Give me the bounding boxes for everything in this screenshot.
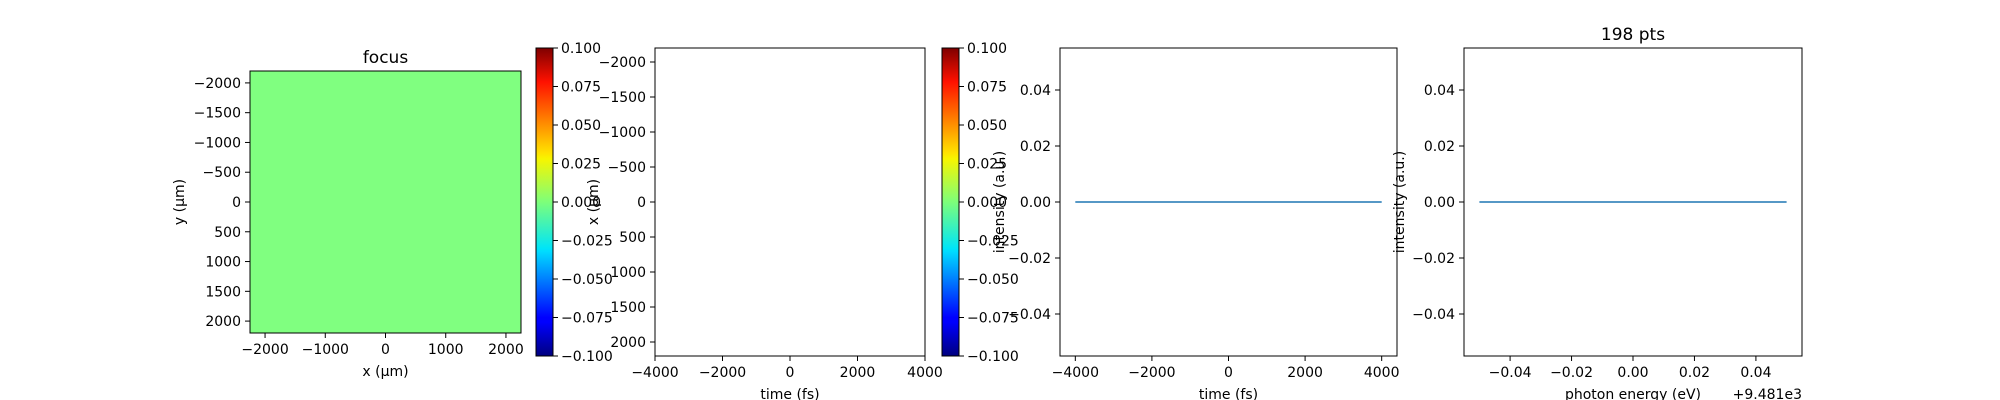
panel-spectrum: −0.04 −0.02 0.00 0.02 0.04 −0.04 −0.02 0.00 0.02… (1392, 25, 1803, 400)
x-tick-label: 4000 (1364, 365, 1400, 381)
panel-time-line: −4000 −2000 0 2000 4000 −0.04 −0.02 0.00 0.02 0.0… (1008, 47, 1400, 400)
y-tick-label: 2000 (205, 314, 241, 330)
x-axis-label: time (fs) (760, 387, 819, 400)
x-tick-label: −2000 (699, 365, 746, 381)
colorbar-tick-label: 0.075 (967, 80, 1007, 96)
x-offset-label: +9.481e3 (1733, 387, 1802, 400)
y-tick-label: 0.02 (1020, 139, 1051, 155)
colorbar-tick-label: −0.025 (561, 234, 613, 250)
colorbar-tick-label: 0.000 (967, 195, 1007, 211)
y-tick-label: 500 (214, 225, 241, 241)
x-tick-label: 1000 (428, 342, 464, 358)
y-tick-label: 0 (232, 195, 241, 211)
heatmap-field (250, 71, 521, 333)
colorbar-tick-label: 0.025 (561, 157, 601, 173)
panel-focus: −2000 −1000 0 1000 2000−2000−1500−1000−50005… (172, 48, 524, 380)
y-tick-label: −0.04 (1008, 307, 1051, 323)
x-tick-label: −1000 (302, 342, 349, 358)
colorbar-tick-label: 0.075 (561, 80, 601, 96)
panel-time-map: −4000 −2000 0 2000 4000 −2000 −1500 −1000 −500 0 5… (599, 47, 943, 400)
colorbar-tick-label: 0.000 (561, 195, 601, 211)
y-tick-label: −0.04 (1412, 307, 1455, 323)
x-tick-label: 0 (381, 342, 390, 358)
x-tick-label: −4000 (631, 365, 678, 381)
y-tick-label: 0.02 (1424, 139, 1455, 155)
x-tick-label: 0 (786, 365, 795, 381)
y-tick-label: −0.02 (1412, 251, 1455, 267)
x-axis-label: photon energy (eV) (1565, 387, 1701, 400)
y-tick-label: −1000 (599, 125, 646, 141)
colorbar-tick-label: −0.100 (561, 349, 613, 365)
x-tick-label: 2000 (840, 365, 876, 381)
colorbar-tick-label: 0.025 (967, 157, 1007, 173)
x-tick-label: −2000 (241, 342, 288, 358)
colorbar-tick-label: 0.050 (967, 118, 1007, 134)
y-tick-label: 1000 (205, 255, 241, 271)
x-tick-label: −0.02 (1550, 365, 1593, 381)
colorbar-tick-label: −0.075 (967, 311, 1019, 327)
x-tick-label: 2000 (488, 342, 524, 358)
y-tick-label: −500 (203, 165, 241, 181)
y-tick-label: −1000 (194, 135, 241, 151)
colorbar-2: −0.100 −0.075 −0.050 −0.025 0.000 0.025 0.050 0… (941, 41, 1019, 365)
colorbar-1: −0.100 −0.075 −0.050 −0.025 0.000 0.025 0.050 0… (535, 41, 613, 365)
x-tick-label: 2000 (1287, 365, 1323, 381)
colorbar-tick-label: −0.025 (967, 234, 1019, 250)
colorbar-label: intensity (a.u.) (992, 151, 1008, 253)
colorbar-tick-label: −0.050 (967, 272, 1019, 288)
colorbar-label: x (μm) (586, 179, 602, 225)
colorbar-tick-label: −0.050 (561, 272, 613, 288)
colorbar-tick-label: 0.100 (561, 41, 601, 57)
y-tick-label: 1500 (610, 300, 646, 316)
x-tick-label: 4000 (907, 365, 943, 381)
y-axis-label: y (μm) (172, 179, 188, 225)
x-axis-label: time (fs) (1199, 387, 1258, 400)
colorbar-gradient (535, 47, 554, 357)
chart-title: focus (363, 48, 409, 68)
y-tick-label: 0.04 (1020, 83, 1051, 99)
x-axis-label: x (μm) (362, 364, 408, 380)
y-tick-label: 1500 (205, 284, 241, 300)
x-tick-label: 0 (1224, 365, 1233, 381)
y-tick-label: 0.04 (1424, 83, 1455, 99)
x-tick-label: 0.02 (1679, 365, 1710, 381)
colorbar-tick-label: −0.100 (967, 349, 1019, 365)
x-tick-label: −4000 (1052, 365, 1099, 381)
y-tick-label: 0.00 (1020, 195, 1051, 211)
y-tick-label: −1500 (194, 106, 241, 122)
y-tick-label: −2000 (599, 55, 646, 71)
colorbar-gradient (941, 47, 960, 357)
colorbar-tick-label: 0.050 (561, 118, 601, 134)
y-tick-label: −1500 (599, 90, 646, 106)
y-tick-label: −2000 (194, 76, 241, 92)
y-axis-label: intensity (a.u.) (1392, 151, 1408, 253)
heatmap-field (655, 48, 925, 356)
x-tick-label: 0.00 (1617, 365, 1648, 381)
y-tick-label: −0.02 (1008, 251, 1051, 267)
y-tick-label: −500 (608, 160, 646, 176)
x-tick-label: −0.04 (1489, 365, 1532, 381)
y-tick-label: 1000 (610, 265, 646, 281)
x-tick-label: −2000 (1128, 365, 1175, 381)
y-tick-label: 0 (637, 195, 646, 211)
y-tick-label: 0.00 (1424, 195, 1455, 211)
chart-title: 198 pts (1601, 25, 1665, 45)
colorbar-tick-label: −0.075 (561, 311, 613, 327)
colorbar-tick-label: 0.100 (967, 41, 1007, 57)
y-tick-label: 2000 (610, 335, 646, 351)
y-tick-label: 500 (619, 230, 646, 246)
x-tick-label: 0.04 (1740, 365, 1771, 381)
